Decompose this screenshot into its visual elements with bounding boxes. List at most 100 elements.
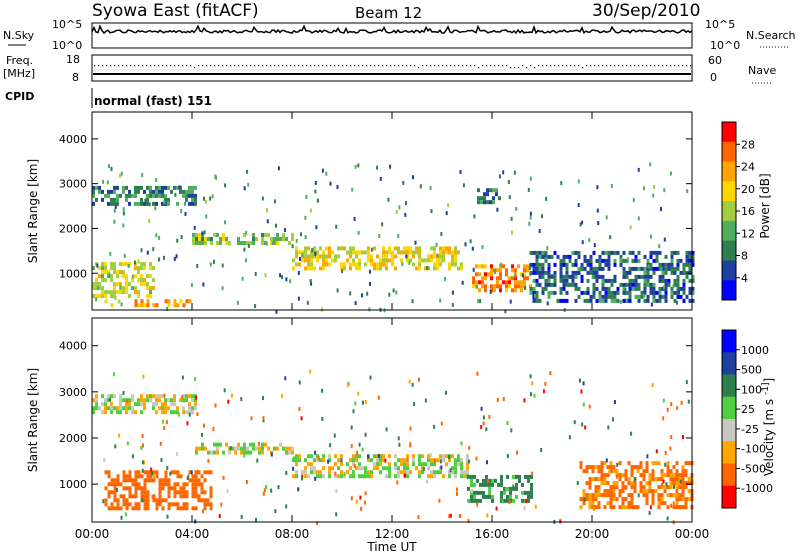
power-cell	[388, 246, 391, 251]
velocity-cell	[143, 460, 145, 465]
velocity-cell	[473, 482, 476, 487]
power-cell	[502, 170, 505, 175]
power-cell	[597, 221, 600, 225]
power-cell	[691, 262, 695, 267]
velocity-cell	[200, 490, 204, 495]
velocity-cell	[397, 436, 400, 441]
power-cell	[343, 246, 346, 251]
velocity-cell	[155, 470, 159, 475]
power-cell	[499, 284, 502, 289]
velocity-cell	[331, 466, 334, 471]
nave-point	[314, 65, 316, 67]
velocity-cell	[409, 426, 412, 431]
power-cell	[492, 188, 495, 193]
velocity-cell	[358, 474, 361, 479]
velocity-cell	[527, 498, 530, 503]
power-cell	[378, 234, 381, 238]
velocity-cell	[179, 494, 183, 499]
velocity-cell	[119, 482, 123, 487]
power-cell	[149, 294, 152, 299]
velocity-cell	[612, 489, 616, 494]
velocity-cell	[334, 471, 337, 476]
power-cell	[565, 282, 569, 287]
velocity-cell	[282, 446, 285, 451]
velocity-cell	[549, 371, 552, 376]
power-cell	[146, 303, 150, 308]
power-cell	[568, 282, 572, 287]
power-cell	[601, 282, 605, 287]
power-cell	[193, 225, 196, 230]
velocity-cell	[584, 425, 587, 430]
velocity-cell	[188, 406, 191, 411]
velocity-cell	[151, 495, 154, 500]
velocity-cell	[580, 389, 583, 394]
power-cell	[204, 241, 207, 245]
power-cell	[629, 225, 632, 230]
power-cell	[102, 179, 105, 184]
velocity-cell	[125, 410, 128, 415]
velocity-cell	[185, 410, 188, 415]
velocity-cell	[573, 420, 576, 425]
power-cell	[176, 201, 179, 206]
power-cell	[154, 206, 157, 211]
velocity-cell	[155, 394, 158, 399]
power-cell	[155, 193, 158, 198]
power-cell	[577, 250, 581, 255]
power-cell	[184, 201, 186, 206]
power-cell	[451, 290, 454, 295]
velocity-cell	[295, 458, 298, 463]
power-cell	[122, 286, 125, 291]
velocity-cell	[488, 494, 491, 499]
power-cell	[688, 286, 692, 291]
nave-point	[458, 65, 460, 67]
velocity-cell	[141, 433, 144, 438]
power-cell	[646, 282, 650, 287]
power-cell	[98, 294, 101, 299]
power-cell	[486, 200, 489, 205]
velocity-cell	[597, 465, 601, 470]
velocity-cell	[406, 466, 409, 471]
power-cell	[95, 197, 98, 202]
velocity-cell	[475, 456, 478, 461]
power-cell	[574, 274, 578, 279]
velocity-cell	[169, 471, 172, 476]
velocity-cell	[295, 470, 298, 475]
velocity-cell	[615, 497, 619, 502]
velocity-cell	[160, 458, 163, 462]
velocity-cell	[128, 474, 132, 479]
power-cell	[161, 189, 164, 194]
power-cell	[403, 246, 406, 251]
velocity-cell	[206, 470, 210, 475]
power-cell	[691, 274, 695, 279]
velocity-cell	[613, 400, 616, 404]
velocity-cell	[270, 488, 273, 493]
power-cell	[414, 240, 417, 245]
velocity-cell	[116, 478, 120, 483]
velocity-cell	[479, 498, 482, 503]
power-cell	[113, 270, 116, 275]
power-cell	[676, 286, 680, 291]
velocity-cell	[681, 465, 685, 470]
power-cell	[385, 262, 388, 267]
velocity-cell	[445, 454, 448, 459]
velocity-cell	[122, 406, 125, 411]
velocity-cell	[113, 482, 117, 487]
power-cell	[101, 262, 104, 267]
power-cell	[194, 201, 197, 206]
velocity-cell	[186, 421, 189, 426]
power-cell	[266, 219, 269, 224]
power-cell	[472, 280, 475, 285]
velocity-cell	[408, 379, 411, 384]
power-cell	[448, 250, 451, 255]
velocity-cell	[231, 393, 233, 398]
power-cell	[535, 282, 539, 287]
power-cell	[499, 268, 502, 273]
velocity-cell	[582, 489, 586, 494]
power-cell	[559, 286, 563, 291]
velocity-cell	[406, 470, 409, 475]
power-cell	[676, 266, 680, 271]
velocity-cell	[116, 498, 120, 503]
power-cell	[382, 250, 385, 255]
power-cell	[607, 262, 611, 267]
power-cell	[607, 254, 611, 259]
